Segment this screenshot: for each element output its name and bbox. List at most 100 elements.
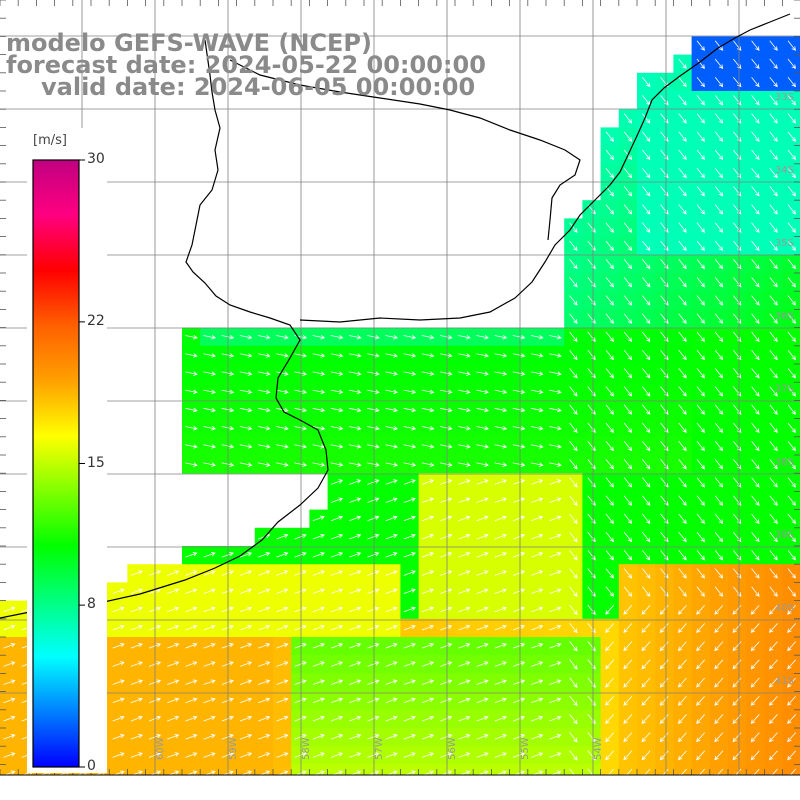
- wind-arrow: [312, 407, 326, 413]
- wind-arrow: [677, 732, 687, 743]
- wind-arrow: [458, 789, 469, 794]
- wind-arrow: [239, 426, 253, 431]
- wind-arrow: [768, 677, 778, 688]
- wind-arrow: [605, 422, 614, 434]
- wind-arrow: [440, 679, 453, 685]
- wind-arrow: [605, 695, 614, 706]
- wind-arrow: [130, 715, 143, 722]
- wind-arrow: [623, 222, 633, 233]
- wind-cell: [709, 764, 729, 775]
- wind-cell: [600, 764, 620, 775]
- wind-arrow: [750, 750, 760, 761]
- wind-arrow: [385, 479, 398, 485]
- wind-arrow: [787, 204, 796, 215]
- wind-cell: [783, 783, 800, 800]
- wind-arrow: [312, 624, 325, 631]
- wind-arrow: [512, 715, 526, 722]
- wind-arrow: [185, 661, 198, 667]
- wind-arrow: [751, 368, 760, 379]
- wind-cell: [200, 783, 219, 800]
- wind-arrow: [276, 734, 289, 740]
- wind-arrow: [714, 131, 724, 142]
- wind-arrow: [531, 697, 544, 704]
- wind-arrow: [769, 477, 778, 488]
- wind-arrow: [769, 349, 778, 361]
- wind-arrow: [203, 426, 216, 431]
- wind-arrow: [330, 371, 344, 376]
- wind-arrow: [294, 407, 307, 413]
- wind-arrow: [549, 624, 562, 631]
- wind-arrow: [330, 643, 344, 649]
- wind-arrow: [751, 222, 760, 233]
- wind-arrow: [660, 295, 669, 306]
- wind-arrow: [732, 641, 742, 652]
- wind-arrow: [458, 643, 471, 649]
- wind-arrow: [714, 513, 724, 525]
- wind-arrow: [641, 695, 651, 706]
- wind-arrow: [330, 715, 344, 722]
- wind-arrow: [295, 789, 306, 794]
- wind-arrow: [458, 462, 471, 467]
- wind-arrow: [385, 715, 398, 722]
- wind-arrow: [330, 570, 344, 576]
- wind-arrow: [750, 641, 760, 652]
- wind-arrow: [258, 734, 271, 740]
- wind-arrow: [677, 677, 687, 688]
- wind-arrow: [494, 389, 508, 395]
- wind-arrow: [312, 588, 325, 594]
- coastline: [0, 13, 791, 619]
- wind-arrow: [714, 677, 724, 688]
- wind-arrow: [440, 552, 453, 558]
- wind-arrow: [94, 789, 105, 794]
- wind-arrow: [3, 679, 16, 685]
- wind-arrow: [678, 768, 687, 775]
- wind-arrow: [403, 353, 417, 358]
- wind-arrow: [403, 661, 416, 667]
- wind-arrow: [750, 714, 760, 724]
- colorbar-unit: [m/s]: [33, 133, 67, 148]
- wind-arrow: [258, 661, 271, 667]
- valid-date: valid date: 2024-06-05 00:00:00: [41, 73, 476, 101]
- wind-arrow: [185, 606, 198, 613]
- wind-arrow: [660, 186, 669, 197]
- wind-arrow: [330, 552, 344, 558]
- wind-arrow: [714, 186, 724, 197]
- wind-arrow: [530, 444, 544, 449]
- wind-arrow: [476, 679, 489, 685]
- wind-arrow: [788, 787, 796, 796]
- wind-arrow: [733, 295, 742, 306]
- wind-arrow: [787, 186, 796, 197]
- wind-arrow: [787, 277, 796, 288]
- wind-arrow: [312, 353, 326, 358]
- wind-arrow: [531, 552, 544, 558]
- wind-arrow: [623, 258, 633, 270]
- wind-arrow: [185, 697, 198, 704]
- wind-arrow: [678, 258, 687, 270]
- wind-arrow: [769, 386, 778, 397]
- wind-arrow: [642, 349, 651, 361]
- wind-arrow: [367, 570, 380, 576]
- wind-cell: [746, 783, 765, 800]
- wind-arrow: [167, 624, 180, 631]
- wind-arrow: [696, 586, 705, 597]
- wind-cell: [782, 273, 800, 292]
- wind-arrow: [549, 661, 562, 667]
- wind-arrow: [422, 789, 433, 794]
- wind-arrow: [659, 659, 669, 670]
- wind-cell: [691, 764, 711, 775]
- wind-arrow: [569, 677, 578, 688]
- wind-arrow: [367, 353, 380, 358]
- wind-arrow: [404, 789, 415, 794]
- wind-arrow: [605, 167, 614, 179]
- latitude-label: 39S: [775, 530, 794, 541]
- wind-cell: [746, 764, 765, 775]
- wind-arrow: [257, 335, 271, 340]
- wind-arrow: [494, 444, 508, 449]
- wind-arrow: [769, 368, 778, 379]
- wind-arrow: [605, 714, 614, 724]
- wind-arrow: [787, 714, 796, 724]
- wind-arrow: [733, 440, 742, 452]
- wind-arrow: [787, 131, 796, 142]
- wind-arrow: [660, 550, 669, 561]
- wind-arrow: [476, 407, 489, 413]
